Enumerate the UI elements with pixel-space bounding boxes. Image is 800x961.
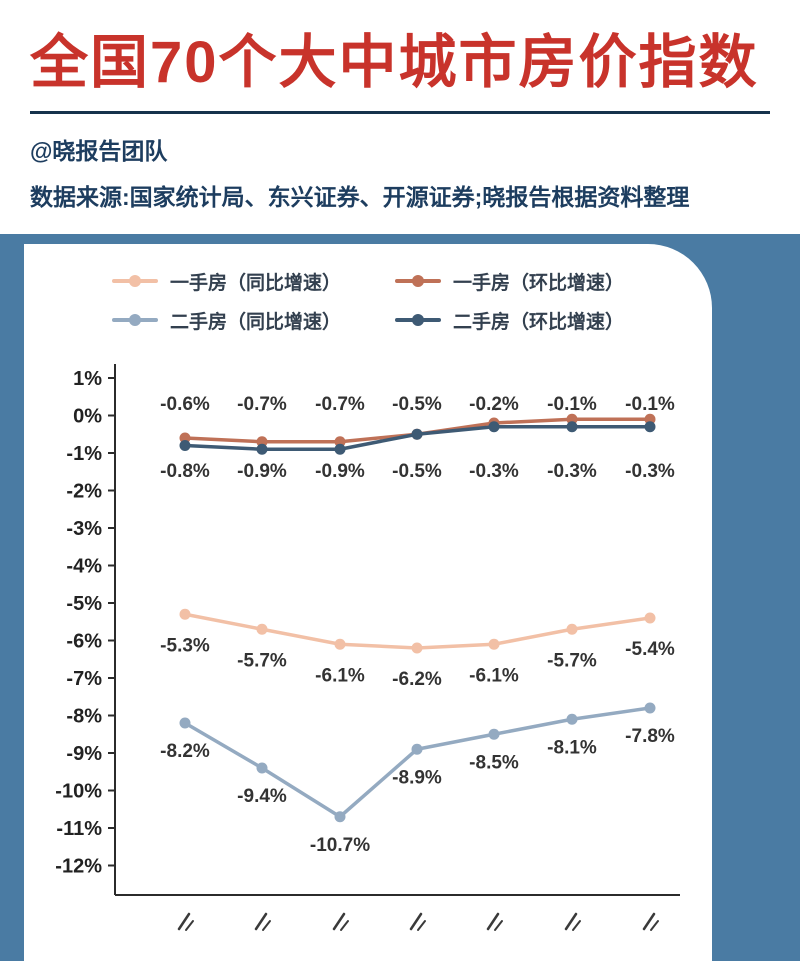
data-point-second_yoy	[256, 762, 268, 774]
data-point-first_yoy	[566, 623, 578, 635]
data-point-second_mom	[411, 428, 423, 440]
y-tick-label: 1%	[73, 368, 102, 390]
y-tick-label: -4%	[66, 555, 102, 577]
data-label-first_yoy: -5.7%	[237, 650, 287, 671]
data-point-first_yoy	[644, 612, 656, 624]
header: 全国70个大中城市房价指数 @晓报告团队 数据来源:国家统计局、东兴证券、开源证…	[0, 0, 800, 234]
data-label-first_mom: -0.7%	[315, 394, 365, 415]
chart-card: 一手房（同比增速） 一手房（环比增速） 二手房（同比增速） 二手房（环比增速） 1% 0…	[24, 243, 712, 961]
data-label-first_mom: -0.5%	[392, 394, 442, 415]
legend-item-second_mom: 二手房（环比增速）	[395, 307, 624, 334]
y-tick-label: -3%	[66, 518, 102, 540]
x-axis-label-fragment	[564, 912, 578, 930]
data-label-second_yoy: -10.7%	[310, 834, 370, 855]
data-label-first_yoy: -5.4%	[625, 639, 675, 660]
legend-marker-icon	[395, 274, 441, 288]
x-axis-label-fragment	[409, 912, 423, 930]
page-title: 全国70个大中城市房价指数	[30, 30, 759, 95]
y-tick-label: -2%	[66, 480, 102, 502]
data-label-second_yoy: -8.9%	[392, 767, 442, 788]
data-point-second_yoy	[566, 713, 578, 725]
data-point-second_yoy	[179, 717, 191, 729]
source-line: 数据来源:国家统计局、东兴证券、开源证券;晓报告根据资料整理	[30, 183, 690, 210]
data-label-second_mom: -0.8%	[160, 461, 210, 482]
data-label-second_mom: -0.3%	[625, 461, 675, 482]
data-label-second_mom: -0.3%	[469, 461, 519, 482]
y-tick-label: -5%	[66, 593, 102, 615]
data-point-first_yoy	[334, 638, 346, 650]
data-point-second_mom	[566, 420, 578, 432]
x-axis-label-fragment	[650, 919, 659, 931]
x-axis-label-fragment	[417, 919, 426, 931]
data-point-second_yoy	[644, 702, 656, 714]
legend-item-second_yoy: 二手房（同比增速）	[111, 307, 341, 334]
data-label-first_yoy: -5.7%	[547, 650, 597, 671]
data-point-first_yoy	[411, 642, 423, 654]
x-axis-label-fragment	[642, 912, 656, 930]
data-label-first_yoy: -5.3%	[160, 635, 210, 656]
data-label-first_yoy: -6.1%	[315, 665, 365, 686]
data-label-first_mom: -0.1%	[547, 394, 597, 415]
data-label-first_mom: -0.7%	[237, 394, 287, 415]
title-divider	[30, 110, 770, 114]
y-tick-label: -1%	[66, 443, 102, 465]
x-axis-label-fragment	[177, 912, 191, 930]
x-axis-label-fragment	[486, 912, 500, 930]
y-tick-label: -8%	[66, 705, 102, 727]
x-axis-label-fragment	[494, 919, 503, 931]
data-label-second_yoy: -8.1%	[547, 737, 597, 758]
y-tick-label: -11%	[56, 818, 102, 840]
legend: 一手房（同比增速） 一手房（环比增速） 二手房（同比增速） 二手房（环比增速）	[24, 268, 712, 334]
y-tick-label: -9%	[66, 743, 102, 765]
data-label-first_yoy: -6.1%	[469, 665, 519, 686]
chart-section: 一手房（同比增速） 一手房（环比增速） 二手房（同比增速） 二手房（环比增速） 1% 0…	[0, 233, 800, 961]
x-axis-label-fragment	[254, 912, 268, 930]
legend-marker-icon	[111, 274, 158, 288]
data-label-second_yoy: -8.2%	[160, 741, 210, 762]
legend-label: 一手房（同比增速）	[169, 272, 341, 294]
data-point-first_yoy	[488, 638, 500, 650]
data-point-second_yoy	[488, 728, 500, 740]
data-label-second_yoy: -7.8%	[625, 726, 675, 747]
data-point-first_yoy	[256, 623, 268, 635]
x-axis-label-fragment	[185, 919, 194, 931]
legend-label: 一手房（环比增速）	[453, 272, 625, 294]
data-label-second_mom: -0.9%	[237, 461, 287, 482]
data-point-second_yoy	[334, 810, 346, 822]
y-tick-label: -12%	[55, 855, 102, 877]
y-tick-label: -10%	[55, 780, 102, 802]
data-point-second_yoy	[411, 743, 423, 755]
data-label-first_yoy: -6.2%	[392, 669, 442, 690]
legend-label: 二手房（环比增速）	[453, 311, 625, 333]
x-axis-label-fragment	[572, 919, 581, 931]
legend-marker-icon	[395, 313, 441, 327]
data-label-first_mom: -0.1%	[625, 394, 675, 415]
data-point-second_mom	[644, 420, 656, 432]
byline: @晓报告团队	[30, 137, 168, 164]
legend-label: 二手房（同比增速）	[169, 311, 341, 333]
data-label-first_mom: -0.6%	[160, 394, 210, 415]
data-point-second_mom	[334, 443, 346, 455]
data-label-second_mom: -0.9%	[315, 461, 365, 482]
y-tick-label: -7%	[66, 668, 102, 690]
legend-marker-icon	[111, 313, 158, 327]
data-point-first_yoy	[179, 608, 191, 620]
x-axis-label-fragment	[262, 919, 271, 931]
legend-item-first_mom: 一手房（环比增速）	[395, 268, 624, 295]
data-label-second_yoy: -8.5%	[469, 752, 519, 773]
data-point-second_mom	[256, 443, 268, 455]
data-label-second_mom: -0.5%	[392, 461, 442, 482]
x-axis-label-fragment	[332, 912, 346, 930]
data-label-first_mom: -0.2%	[469, 394, 519, 415]
legend-item-first_yoy: 一手房（同比增速）	[111, 268, 341, 295]
data-point-second_mom	[488, 420, 500, 432]
y-tick-label: -6%	[66, 630, 102, 652]
data-label-second_mom: -0.3%	[547, 461, 597, 482]
x-axis-label-fragment	[340, 919, 349, 931]
price-index-chart: 1% 0% -1% -2% -3% -4% -5% -6% -7% -8% -9% -10% -11% -…	[55, 363, 680, 931]
data-point-second_mom	[179, 439, 191, 451]
data-label-second_yoy: -9.4%	[237, 786, 287, 807]
y-tick-label: 0%	[73, 405, 102, 427]
